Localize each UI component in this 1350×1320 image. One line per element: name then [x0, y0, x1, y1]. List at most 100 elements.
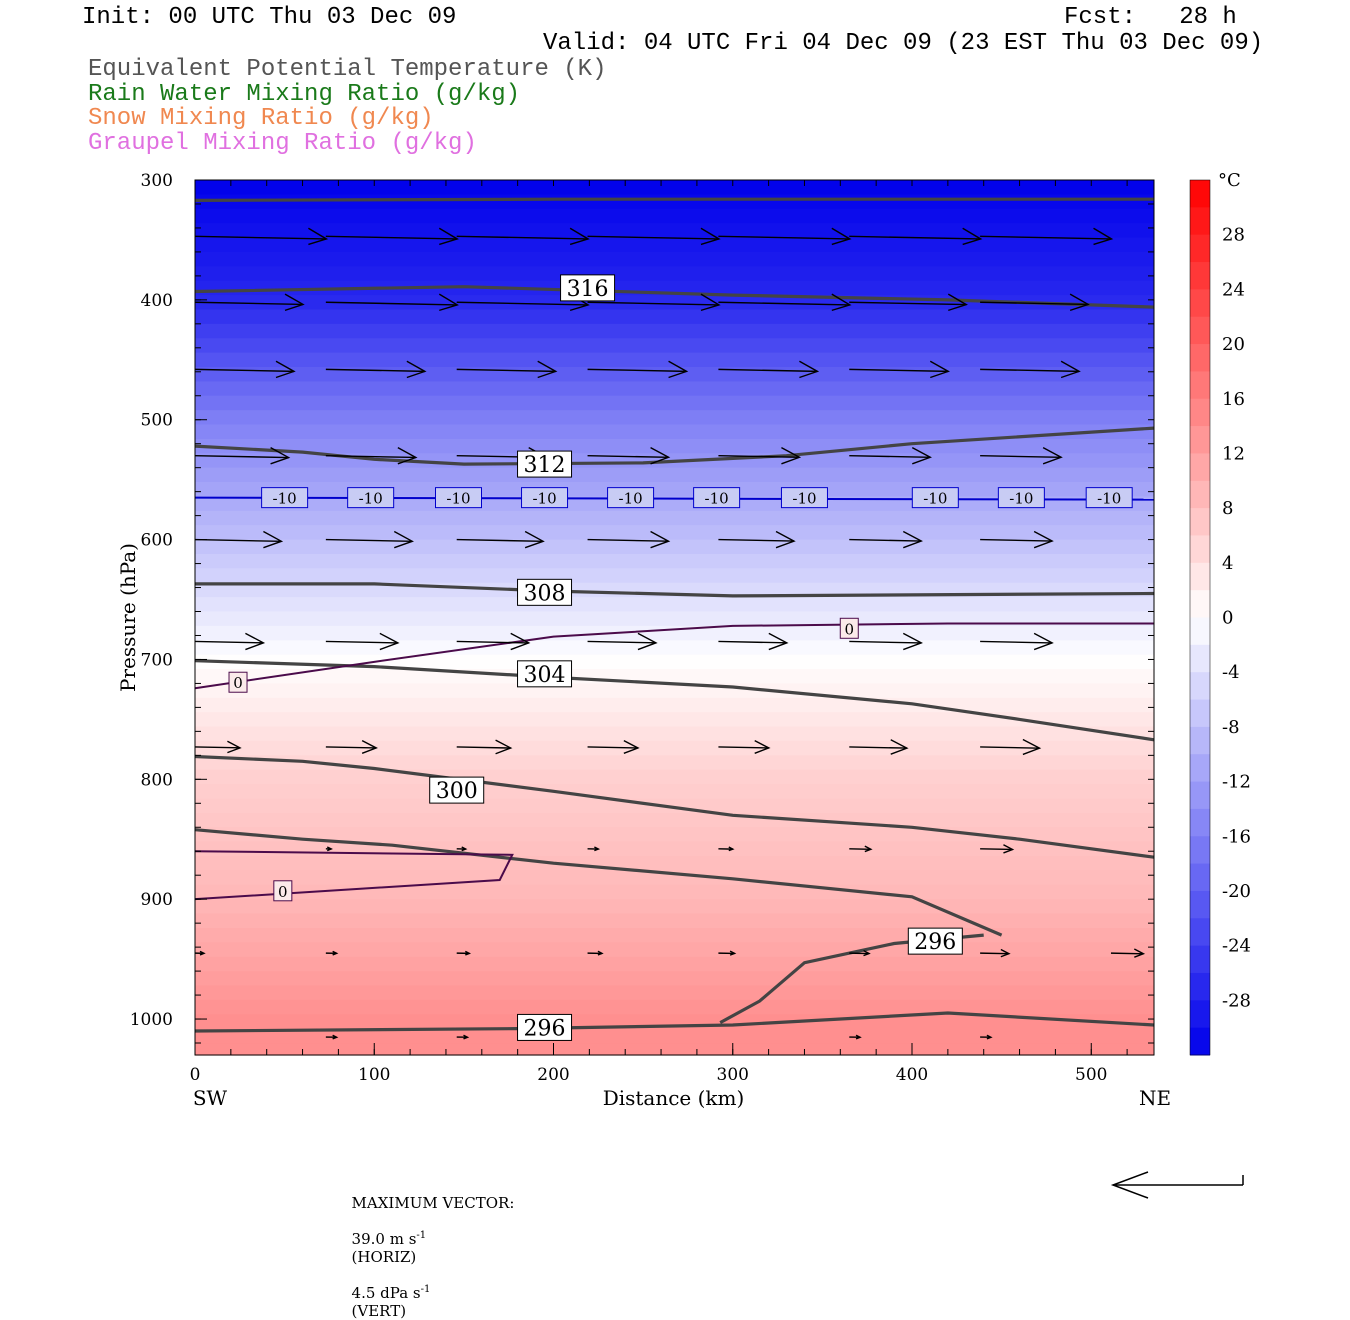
temperature-band: [195, 942, 1154, 957]
temperature-band: [195, 669, 1154, 684]
isotherm-label: -10: [792, 490, 816, 508]
temperature-band: [195, 827, 1154, 842]
temperature-band: [195, 626, 1154, 641]
y-tick-label: 700: [141, 650, 173, 670]
theta-e-contour-316: [195, 199, 1154, 200]
temperature-band: [195, 439, 1154, 454]
colorbar-swatch: [1190, 317, 1210, 345]
isotherm-label: 0: [844, 620, 854, 638]
isotherm-label: -10: [923, 490, 947, 508]
colorbar-tick-label: -20: [1222, 881, 1251, 902]
y-tick-label: 500: [141, 411, 173, 431]
colorbar-swatch: [1190, 645, 1210, 673]
isotherm-label: -10: [359, 490, 383, 508]
colorbar-swatch: [1190, 727, 1210, 755]
temperature-band: [195, 410, 1154, 425]
x-end-label-left: SW: [193, 1086, 228, 1110]
colorbar-swatch: [1190, 453, 1210, 481]
max-vector-label: MAXIMUM VECTOR:: [352, 1194, 515, 1212]
colorbar-tick-label: -24: [1222, 936, 1251, 957]
isotherm-label: -10: [1097, 490, 1121, 508]
temperature-band: [195, 856, 1154, 871]
colorbar-swatch: [1190, 207, 1210, 235]
temperature-band: [195, 698, 1154, 713]
y-tick-label: 300: [141, 171, 173, 191]
colorbar-swatch: [1190, 891, 1210, 919]
y-tick-label: 800: [141, 770, 173, 790]
colorbar-tick-label: 16: [1222, 389, 1245, 410]
colorbar-swatch: [1190, 836, 1210, 864]
colorbar-swatch: [1190, 289, 1210, 317]
temperature-band: [195, 770, 1154, 785]
x-tick-label: 200: [537, 1065, 569, 1085]
temperature-band: [195, 985, 1154, 1000]
temperature-band: [195, 223, 1154, 238]
colorbar-swatch: [1190, 754, 1210, 782]
temperature-band: [195, 338, 1154, 353]
colorbar-swatch: [1190, 235, 1210, 263]
colorbar-swatch: [1190, 864, 1210, 892]
temperature-band: [195, 914, 1154, 929]
isotherm-label: -10: [705, 490, 729, 508]
temperature-band: [195, 309, 1154, 324]
theta-e-label: 296: [914, 930, 956, 955]
y-axis-title: Pressure (hPa): [116, 543, 140, 692]
temperature-band: [195, 957, 1154, 972]
colorbar-swatch: [1190, 426, 1210, 454]
x-tick-label: 400: [896, 1065, 928, 1085]
colorbar-swatch: [1190, 946, 1210, 974]
theta-e-label: 312: [524, 453, 566, 478]
isotherm-label: -10: [446, 490, 470, 508]
temperature-band: [195, 971, 1154, 986]
temperature-band: [195, 266, 1154, 281]
temperature-band: [195, 928, 1154, 943]
temperature-band: [195, 712, 1154, 727]
x-tick-label: 500: [1075, 1065, 1107, 1085]
y-tick-label: 400: [141, 291, 173, 311]
colorbar-swatch: [1190, 508, 1210, 536]
colorbar-tick-label: -12: [1222, 772, 1251, 793]
vert-suffix: (VERT): [352, 1302, 407, 1320]
colorbar-swatch: [1190, 563, 1210, 591]
temperature-band: [195, 238, 1154, 253]
temperature-band: [195, 885, 1154, 900]
theta-e-label: 308: [524, 581, 566, 606]
x-end-label-right: NE: [1139, 1086, 1171, 1110]
isotherm-label: 0: [233, 674, 243, 692]
colorbar-unit: °C: [1218, 170, 1241, 191]
temperature-band: [195, 525, 1154, 540]
colorbar-tick-label: -8: [1222, 717, 1240, 738]
colorbar-tick-label: 20: [1222, 334, 1245, 355]
colorbar-tick-label: 28: [1222, 225, 1245, 246]
colorbar-tick-label: -28: [1222, 990, 1251, 1011]
temperature-band: [195, 511, 1154, 526]
horiz-value: 39.0 m s: [352, 1230, 417, 1248]
temperature-band: [195, 568, 1154, 583]
y-tick-label: 900: [141, 890, 173, 910]
colorbar-tick-label: 4: [1222, 553, 1233, 574]
vert-exp: -1: [421, 1284, 431, 1295]
horiz-exp: -1: [416, 1230, 426, 1241]
temperature-band: [195, 381, 1154, 396]
x-tick-label: 0: [190, 1065, 201, 1085]
colorbar-swatch: [1190, 782, 1210, 810]
temperature-band: [195, 209, 1154, 224]
colorbar-swatch: [1190, 481, 1210, 509]
colorbar-tick-label: 0: [1222, 608, 1233, 629]
y-tick-label: 1000: [130, 1010, 173, 1030]
isotherm-label: -10: [619, 490, 643, 508]
temperature-band: [195, 540, 1154, 555]
isotherm-label: -10: [1009, 490, 1033, 508]
temperature-band: [195, 468, 1154, 483]
isotherm-label: -10: [273, 490, 297, 508]
temperature-band: [195, 899, 1154, 914]
theta-e-label: 316: [567, 277, 609, 302]
colorbar-swatch: [1190, 973, 1210, 1001]
colorbar-swatch: [1190, 918, 1210, 946]
wind-vector-shaft: [980, 849, 1012, 850]
wind-vector-shaft: [1111, 953, 1143, 954]
temperature-band: [195, 194, 1154, 209]
x-tick-label: 300: [717, 1065, 749, 1085]
cross-section-chart: -10 -10 -10 -10 -10 -10 -10 -10 -10 -10 0 0 0 316 312 3…: [0, 0, 1350, 1200]
isotherm-label: -10: [532, 490, 556, 508]
